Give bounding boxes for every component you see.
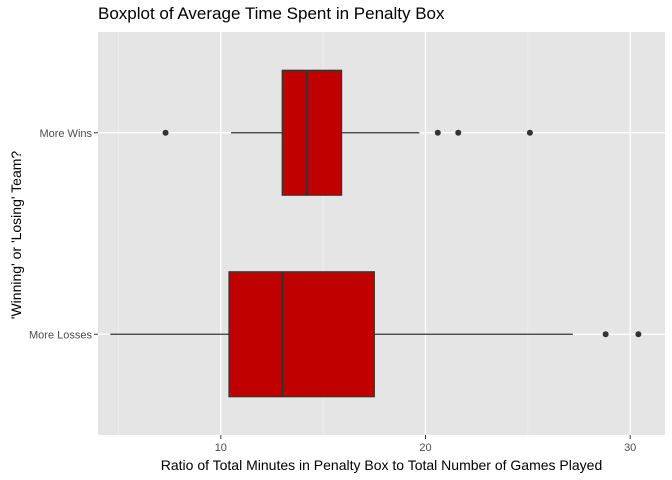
outlier-point: [455, 129, 462, 136]
x-tick-label: 10: [215, 442, 227, 454]
box-group: [162, 69, 533, 196]
box-group: [110, 271, 642, 398]
outlier-point: [635, 331, 642, 338]
box: [228, 271, 375, 398]
y-axis: More Wins More Losses: [29, 128, 98, 341]
y-axis-label: 'Winning' or 'Losing' Team?: [8, 150, 24, 320]
outlier-point: [602, 331, 609, 338]
chart-title: Boxplot of Average Time Spent in Penalty…: [98, 4, 445, 23]
y-tick-label: More Wins: [39, 128, 92, 140]
outlier-point: [434, 129, 441, 136]
x-tick-label: 20: [419, 442, 431, 454]
x-tick-label: 30: [624, 442, 636, 454]
x-axis: 10 20 30: [215, 435, 636, 454]
y-tick-label: More Losses: [29, 329, 92, 341]
plot-panel: [98, 32, 665, 435]
x-axis-label: Ratio of Total Minutes in Penalty Box to…: [160, 457, 603, 473]
outlier-point: [526, 129, 533, 136]
outlier-point: [162, 129, 169, 136]
box: [281, 69, 343, 196]
box-series: [110, 69, 642, 398]
